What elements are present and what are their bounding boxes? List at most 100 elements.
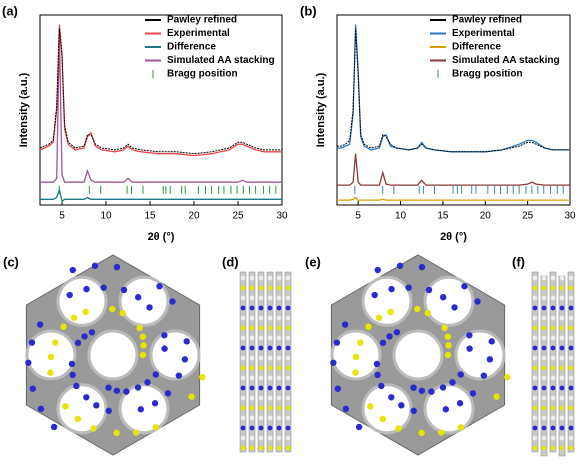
atom [132,429,140,436]
atom [285,435,291,441]
framework-pore [361,275,413,327]
atom [333,339,341,346]
atom [550,355,556,361]
framework-pore [56,383,108,435]
atom [249,385,255,391]
atom [388,285,395,293]
atom [267,315,273,321]
atom [568,425,574,431]
x-tick-label: 10 [100,211,112,222]
atom [550,415,556,421]
panel-label: (c) [3,254,19,269]
atom [442,406,450,413]
atom [267,275,273,281]
atom [480,372,488,379]
x-tick-label: 25 [522,211,534,222]
atom [541,415,547,421]
atom [258,415,264,421]
atom [267,415,273,421]
atom [541,275,547,281]
atom [258,275,264,281]
series-line [337,153,570,186]
atom [367,403,374,410]
atom [258,385,264,391]
atom [276,385,282,391]
atom [559,385,565,391]
atom [388,394,395,401]
atom [285,395,291,401]
atom [451,304,458,311]
atom [410,384,417,391]
atom [541,435,547,441]
legend-label: Simulated AA stacking [452,55,560,66]
atom [123,388,130,395]
atom [285,335,291,341]
atom [37,405,45,413]
atom [240,285,246,291]
atom [70,314,78,321]
atom [532,385,538,391]
atom [240,345,246,351]
x-axis-title: 2θ (°) [148,231,175,243]
atom [276,415,282,421]
atom [285,385,291,391]
x-tick-label: 15 [437,211,449,222]
atom [550,365,556,371]
atom [249,435,255,441]
atom [258,295,264,301]
atom [396,262,404,269]
atom [258,435,264,441]
atom [69,266,76,274]
framework-pore [56,275,108,327]
atom [276,345,282,351]
atom [445,342,452,349]
atom [550,345,556,351]
x-tick-label: 20 [188,211,200,222]
atom [81,333,88,340]
atom [139,351,147,359]
atom [414,305,421,313]
atom [550,405,556,411]
atom [352,353,360,361]
atom [357,339,364,346]
atom [134,384,142,391]
atom [374,371,381,379]
atom [532,315,538,321]
legend-label: Bragg position [452,69,523,80]
atom [267,395,273,401]
atom [466,332,473,339]
framework-pore [392,329,444,381]
atom [378,382,385,390]
atom [559,395,565,401]
atom [68,360,76,368]
atom [541,405,547,411]
atom [559,355,565,361]
atom [267,375,273,381]
atom [62,403,69,410]
framework-pore [118,383,170,435]
atom [258,445,264,451]
atom [541,375,547,381]
atom [161,332,168,339]
atom [532,395,538,401]
atom [73,382,80,390]
atom [504,373,511,381]
atom [425,286,433,294]
atom [550,335,556,341]
atom [276,395,282,401]
atom [449,379,456,386]
atom [568,385,574,391]
framework-pore [87,329,139,381]
atom [285,355,291,361]
atom [550,315,556,321]
atom [258,325,264,331]
atom [276,335,282,341]
atom [258,375,264,381]
atom [258,395,264,401]
atom [47,353,55,361]
atom [405,284,412,291]
atom [532,335,538,341]
atom [249,345,255,351]
atom [267,425,273,431]
atom [550,275,556,281]
